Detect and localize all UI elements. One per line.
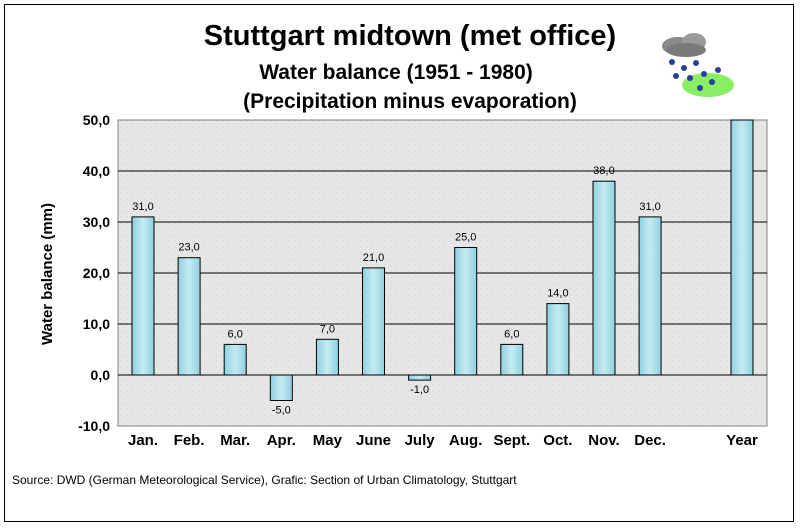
data-label: 25,0 [455, 232, 476, 244]
data-label: -1,0 [410, 384, 429, 396]
y-tick-label: 30,0 [83, 214, 110, 230]
x-tick-label: Dec. [634, 432, 666, 449]
x-tick-label: Sept. [493, 432, 530, 449]
y-tick-label: 0,0 [91, 367, 111, 383]
data-label: 31,0 [132, 201, 153, 213]
y-tick-label: -10,0 [78, 418, 110, 434]
y-axis-label: Water balance (mm) [39, 203, 56, 345]
x-axis-categories: Jan. Feb. Mar. Apr. May June July Aug. Sept. Oct.… [128, 432, 758, 449]
bar-feb [177, 257, 201, 376]
x-tick-label: Mar. [220, 432, 250, 449]
data-label: 14,0 [547, 288, 568, 300]
bar-jan [131, 216, 155, 376]
y-tick-label: 40,0 [83, 163, 110, 179]
bar-may [315, 338, 339, 376]
y-tick-label: 20,0 [83, 265, 110, 281]
data-label: 23,0 [178, 242, 199, 254]
bars [131, 119, 754, 401]
x-tick-label: Jan. [128, 432, 158, 449]
x-tick-label: May [313, 432, 343, 449]
bar-oct [546, 303, 570, 376]
x-tick-label: June [356, 432, 391, 449]
rain-cloud-icon [662, 33, 734, 97]
data-labels: 31,0 23,0 6,0 -5,0 7,0 21,0 -1,0 25,0 6,0 14,0 38,… [132, 165, 661, 416]
bar-apr [269, 374, 293, 401]
bar-sept [500, 343, 524, 376]
bar-aug [454, 247, 478, 376]
x-tick-label: Oct. [543, 432, 572, 449]
data-label: -5,0 [272, 405, 291, 417]
bar-year [730, 119, 754, 376]
bar-dec [638, 216, 662, 376]
data-label: 21,0 [363, 252, 384, 264]
data-label: 6,0 [228, 328, 243, 340]
data-label: 38,0 [593, 165, 614, 177]
x-tick-label: Aug. [449, 432, 482, 449]
y-tick-label: 50,0 [83, 112, 110, 128]
bar-nov [592, 180, 616, 376]
chart-title: Stuttgart midtown (met office) [204, 20, 616, 52]
x-tick-label: July [405, 432, 436, 449]
y-tick-label: 10,0 [83, 316, 110, 332]
chart-subtitle-2: (Precipitation minus evaporation) [243, 90, 577, 113]
bar-july [408, 374, 432, 381]
x-tick-label: Year [726, 432, 758, 449]
data-label: 6,0 [504, 328, 519, 340]
bar-mar [223, 343, 247, 376]
x-tick-label: Nov. [588, 432, 619, 449]
source-note: Source: DWD (German Meteorological Servi… [12, 473, 517, 487]
y-axis-ticks: -10,0 0,0 10,0 20,0 30,0 40,0 50,0 [78, 112, 110, 434]
x-tick-label: Feb. [174, 432, 205, 449]
data-label: 31,0 [639, 201, 660, 213]
x-tick-label: Apr. [267, 432, 296, 449]
chart-subtitle: Water balance (1951 - 1980) [259, 61, 533, 84]
bar-june [362, 267, 385, 376]
data-label: 7,0 [320, 323, 335, 335]
